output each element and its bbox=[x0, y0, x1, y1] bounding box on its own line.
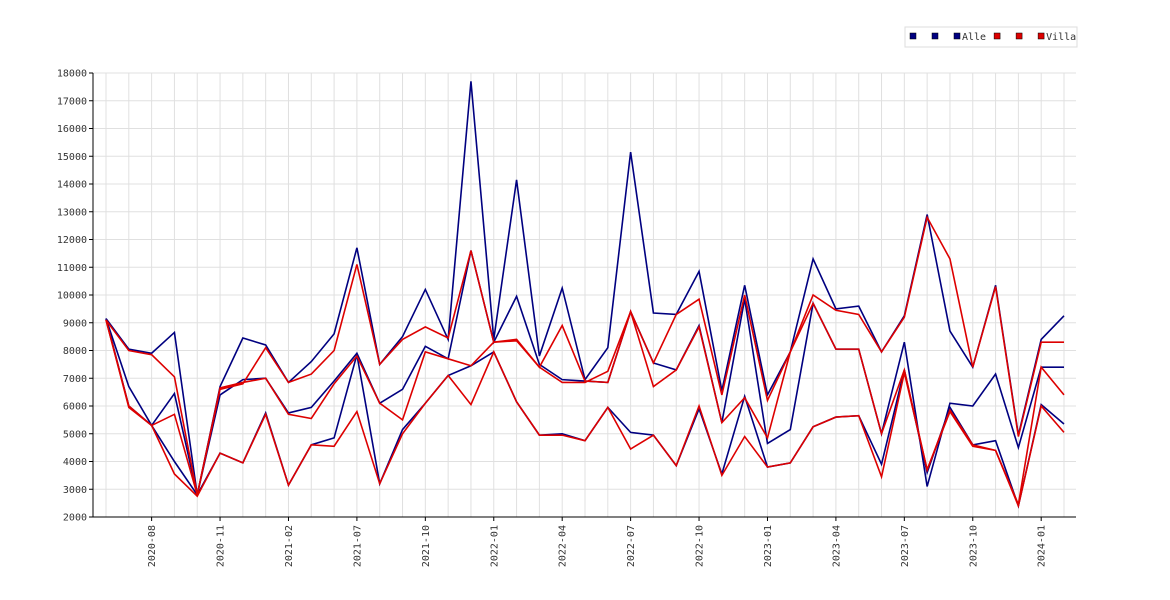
y-tick-label: 4000 bbox=[63, 457, 87, 468]
legend-swatch bbox=[1015, 32, 1023, 40]
legend-swatch bbox=[953, 32, 961, 40]
y-tick-label: 16000 bbox=[57, 124, 87, 135]
y-tick-label: 2000 bbox=[63, 513, 87, 524]
x-tick-label: 2022-10 bbox=[695, 525, 706, 567]
x-tick-label: 2022-01 bbox=[489, 525, 500, 567]
x-tick-label: 2021-07 bbox=[352, 525, 363, 567]
series-line bbox=[105, 319, 1065, 509]
legend-label: Villa bbox=[1046, 32, 1076, 43]
legend-swatch bbox=[993, 32, 1001, 40]
y-tick-label: 18000 bbox=[57, 69, 87, 80]
x-tick-label: 2020-08 bbox=[147, 525, 158, 567]
x-tick-label: 2022-04 bbox=[558, 525, 569, 567]
legend-box bbox=[904, 26, 1078, 48]
x-tick-label: 2023-07 bbox=[900, 525, 911, 567]
y-tick-label: 14000 bbox=[57, 180, 87, 191]
y-tick-label: 9000 bbox=[63, 318, 87, 329]
y-tick-label: 11000 bbox=[57, 263, 87, 274]
y-tick-label: 15000 bbox=[57, 152, 87, 163]
legend-swatch bbox=[931, 32, 939, 40]
x-tick-label: 2024-01 bbox=[1037, 525, 1048, 567]
y-tick-label: 8000 bbox=[63, 346, 87, 357]
y-tick-label: 7000 bbox=[63, 374, 87, 385]
series-line bbox=[105, 215, 1064, 495]
x-tick-label: 2020-11 bbox=[216, 525, 227, 567]
y-tick-label: 13000 bbox=[57, 207, 87, 218]
x-tick-label: 2023-01 bbox=[763, 525, 774, 567]
x-tick-label: 2021-02 bbox=[284, 525, 295, 567]
x-tick-label: 2022-07 bbox=[626, 525, 637, 567]
y-tick-label: 12000 bbox=[57, 235, 87, 246]
legend-swatch bbox=[1037, 32, 1045, 40]
y-tick-label: 17000 bbox=[57, 96, 87, 107]
y-tick-label: 10000 bbox=[57, 291, 87, 302]
legend-label: Alle bbox=[962, 32, 986, 43]
y-tick-label: 3000 bbox=[63, 485, 87, 496]
series-line bbox=[105, 301, 1065, 508]
legend-swatch bbox=[909, 32, 917, 40]
x-tick-label: 2023-04 bbox=[831, 525, 842, 567]
y-tick-label: 5000 bbox=[63, 429, 87, 440]
x-tick-label: 2021-10 bbox=[421, 525, 432, 567]
y-tick-label: 6000 bbox=[63, 402, 87, 413]
x-tick-label: 2023-10 bbox=[968, 525, 979, 567]
